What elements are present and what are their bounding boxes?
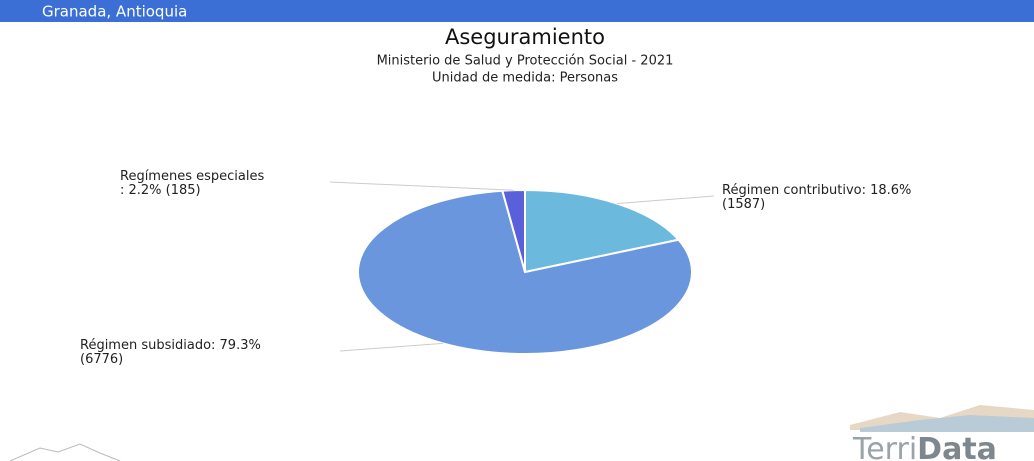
logo-mountains xyxy=(9,443,121,461)
pie-slice xyxy=(357,189,693,355)
data-label-line: Regímenes especiales xyxy=(120,169,264,184)
logo-part: Data xyxy=(917,432,997,461)
chart-title: Aseguramiento xyxy=(445,25,605,49)
data-label: Régimen subsidiado: 79.3% (6776) xyxy=(80,338,261,367)
header-title: Granada, Antioquia xyxy=(42,3,187,21)
data-label-line: Régimen subsidiado: 79.3% xyxy=(80,338,261,353)
pie-slice xyxy=(524,188,681,274)
leader-line xyxy=(339,342,443,352)
pie-slice xyxy=(501,188,526,273)
data-label-line: (6776) xyxy=(80,352,123,367)
data-label-line: : 2.2% (185) xyxy=(120,183,201,198)
chart-subtitle: Ministerio de Salud y Protección Social … xyxy=(377,54,674,69)
logo-mountains xyxy=(860,415,1034,432)
header-bar xyxy=(0,0,1034,22)
chart-subtitle: Unidad de medida: Personas xyxy=(432,71,618,86)
leader-line xyxy=(616,195,715,205)
leader-line xyxy=(329,181,514,191)
data-label: Régimen contributivo: 18.6% (1587) xyxy=(722,183,911,212)
logo-part: Terri xyxy=(852,432,917,461)
logo: TerriData xyxy=(852,432,997,461)
data-label-line: Régimen contributivo: 18.6% xyxy=(722,183,911,198)
data-label: Regímenes especiales: 2.2% (185) xyxy=(120,169,264,198)
data-label-line: (1587) xyxy=(722,197,765,212)
